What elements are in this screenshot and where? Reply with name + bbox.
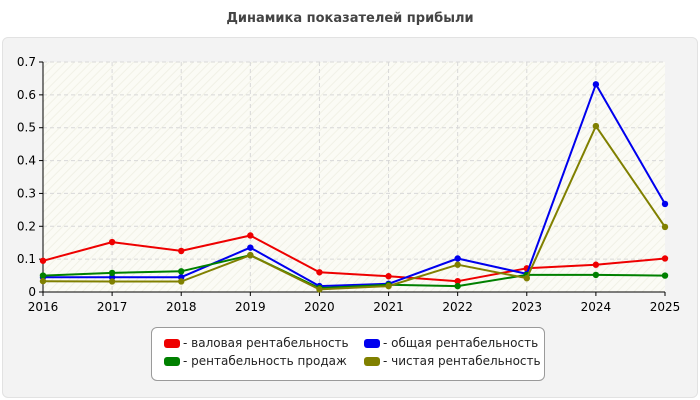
series-line	[42, 254, 666, 290]
data-point	[661, 223, 669, 231]
data-point	[108, 278, 116, 285]
data-point	[247, 232, 254, 239]
data-point	[39, 257, 47, 264]
x-tick-label: 2020	[304, 300, 335, 314]
data-point	[247, 244, 254, 251]
data-point	[592, 81, 600, 88]
y-tick-label: 0.7	[17, 55, 36, 69]
y-tick-label: 0.3	[17, 186, 36, 200]
series-0	[39, 232, 669, 285]
legend-label-total-margin: - общая рентабельность	[383, 336, 539, 350]
data-point	[39, 277, 47, 285]
data-point	[592, 271, 600, 279]
y-tick-label: 0.2	[17, 219, 36, 233]
x-tick-label: 2022	[442, 300, 473, 314]
data-point	[178, 278, 185, 285]
series-3	[39, 122, 669, 293]
data-point	[454, 277, 461, 285]
legend-item-sales-margin: - рентабельность продаж	[164, 354, 347, 368]
legend: - валовая рентабельность - общая рентабе…	[151, 327, 545, 381]
x-tick-label: 2025	[650, 300, 681, 314]
data-point	[661, 272, 669, 279]
series-line	[42, 125, 666, 291]
series-line	[43, 83, 666, 288]
y-tick-label: 0.5	[17, 121, 36, 135]
legend-item-gross-margin: - валовая рентабельность	[164, 336, 349, 350]
legend-swatch-net-margin	[364, 356, 380, 366]
legend-label-net-margin: - чистая рентабельность	[383, 354, 541, 368]
legend-item-net-margin: - чистая рентабельность	[364, 354, 541, 368]
data-point	[39, 272, 47, 279]
x-tick-label: 2024	[581, 300, 612, 314]
data-point	[108, 238, 116, 246]
legend-swatch-sales-margin	[164, 356, 180, 366]
data-point	[316, 286, 323, 293]
y-tick-label: 0.1	[17, 252, 36, 266]
x-tick-label: 2019	[235, 300, 266, 314]
y-tick-label: 0.4	[17, 154, 36, 168]
data-point	[178, 268, 185, 275]
data-point	[592, 261, 600, 268]
data-point	[316, 269, 323, 276]
chart-title: Динамика показателей прибыли	[226, 11, 474, 26]
legend-label-gross-margin: - валовая рентабельность	[183, 336, 349, 350]
data-point	[523, 275, 530, 282]
data-point	[385, 273, 392, 280]
data-point	[454, 261, 461, 268]
legend-swatch-total-margin	[364, 338, 380, 348]
legend-label-sales-margin: - рентабельность продаж	[183, 354, 347, 368]
data-point	[661, 255, 669, 262]
data-point	[592, 122, 600, 130]
x-tick-label: 2021	[373, 300, 404, 314]
x-tick-label: 2018	[166, 300, 197, 314]
data-point	[454, 255, 461, 262]
y-tick-label: 0.6	[17, 88, 36, 102]
data-point	[247, 252, 254, 259]
legend-swatch-gross-margin	[164, 338, 180, 348]
data-point	[178, 247, 185, 255]
y-tick-label: 0	[28, 285, 36, 299]
legend-item-total-margin: - общая рентабельность	[364, 336, 538, 350]
data-point	[454, 282, 461, 290]
data-point	[108, 269, 116, 277]
x-tick-label: 2016	[28, 300, 59, 314]
data-point	[385, 282, 392, 290]
x-tick-label: 2023	[512, 300, 543, 314]
x-tick-label: 2017	[97, 300, 128, 314]
series-line	[42, 234, 666, 283]
data-point	[661, 200, 669, 208]
